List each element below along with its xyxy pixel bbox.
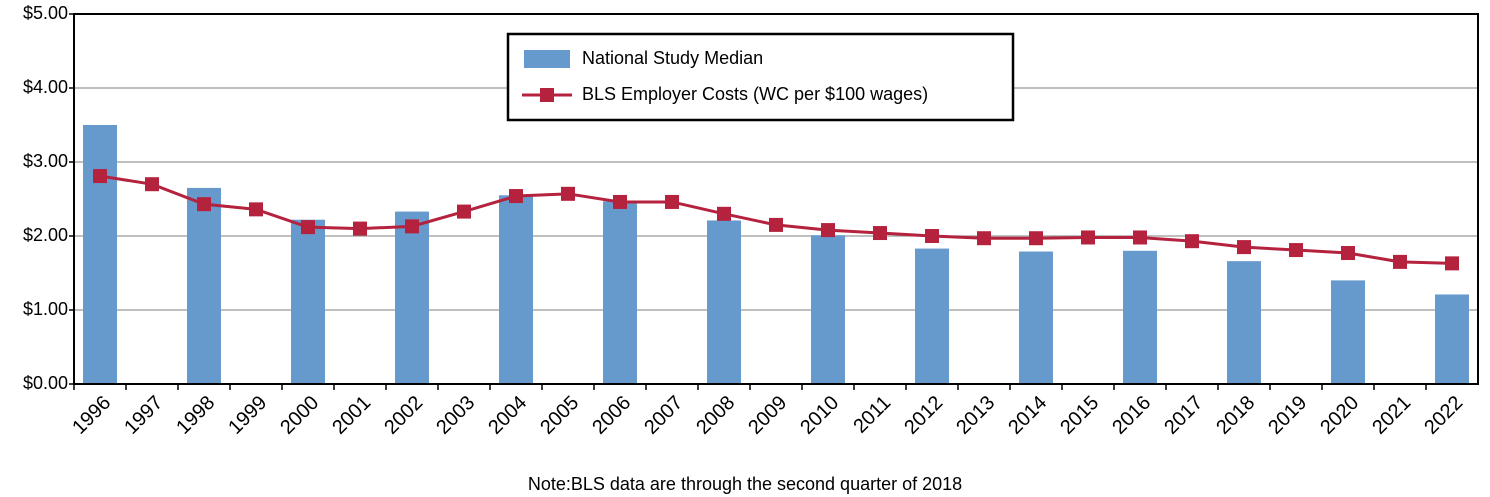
y-tick-label: $5.00 [23, 3, 68, 23]
x-tick-label: 2013 [952, 392, 999, 439]
x-tick-label: 2014 [1004, 392, 1051, 439]
marker [1341, 246, 1355, 261]
bar [291, 219, 325, 384]
x-tick-label: 2017 [1160, 392, 1207, 439]
bar [1019, 251, 1053, 384]
x-tick-label: 2020 [1316, 392, 1363, 439]
marker [1289, 243, 1303, 258]
bar [707, 220, 741, 384]
plot-frame [73, 13, 1479, 385]
x-tick-label: 2002 [380, 392, 427, 439]
x-tick-label: 1998 [172, 392, 219, 439]
legend-label: BLS Employer Costs (WC per $100 wages) [582, 84, 928, 104]
y-tick-label: $2.00 [23, 225, 68, 245]
marker [769, 217, 783, 232]
x-tick-label: 1997 [120, 392, 167, 439]
x-tick-label: 1999 [224, 392, 271, 439]
bar [915, 248, 949, 384]
marker [977, 231, 991, 246]
marker [613, 194, 627, 209]
x-tick-label: 2019 [1264, 392, 1311, 439]
x-tick-label: 2016 [1108, 392, 1155, 439]
x-tick-label: 2022 [1420, 392, 1467, 439]
bar [1227, 261, 1261, 384]
x-tick-label: 2018 [1212, 392, 1259, 439]
x-tick-label: 2008 [692, 392, 739, 439]
x-tick-label: 2010 [796, 392, 843, 439]
marker [1393, 254, 1407, 269]
x-tick-label: 2009 [744, 392, 791, 439]
chart-note: Note:BLS data are through the second qua… [528, 474, 962, 494]
marker [145, 177, 159, 192]
marker [717, 206, 731, 221]
legend-label: National Study Median [582, 48, 763, 68]
bar [395, 211, 429, 384]
legend-box [506, 32, 1015, 122]
marker [353, 221, 367, 236]
y-tick-label: $1.00 [23, 299, 68, 319]
marker [925, 229, 939, 243]
x-tick-label: 2000 [276, 392, 323, 439]
marker [93, 169, 107, 184]
y-tick-label: $3.00 [23, 151, 68, 171]
marker [197, 197, 211, 212]
y-tick-label: $4.00 [23, 77, 68, 97]
marker [457, 204, 471, 219]
legend-swatch [524, 50, 570, 68]
marker [1029, 231, 1043, 246]
x-tick-label: 2021 [1368, 392, 1415, 439]
x-tick-label: 2003 [432, 392, 479, 439]
legend-marker [540, 88, 554, 102]
bar [603, 201, 637, 384]
x-tick-label: 2006 [588, 392, 635, 439]
marker [405, 219, 419, 234]
x-tick-label: 1996 [68, 392, 115, 439]
bar [1331, 280, 1365, 384]
x-tick-label: 2015 [1056, 392, 1103, 439]
x-tick-label: 2001 [328, 392, 375, 439]
x-tick-label: 2007 [640, 392, 687, 439]
bar [83, 125, 117, 384]
bar [187, 187, 221, 384]
marker [1133, 230, 1147, 245]
marker [1445, 256, 1459, 271]
marker [301, 220, 315, 235]
x-tick-label: 2005 [536, 392, 583, 439]
x-tick-label: 2004 [484, 392, 531, 439]
marker [665, 194, 679, 209]
marker [1185, 234, 1199, 249]
marker [561, 186, 575, 201]
bar [499, 195, 533, 384]
marker [1081, 230, 1095, 245]
x-tick-label: 2011 [849, 392, 895, 438]
marker [821, 223, 835, 238]
y-tick-label: $0.00 [23, 373, 68, 393]
marker [1237, 240, 1251, 255]
bar [1435, 294, 1469, 384]
bar [811, 235, 845, 384]
marker [249, 202, 263, 217]
marker [509, 189, 523, 204]
marker [873, 226, 887, 241]
bar [1123, 250, 1157, 384]
x-tick-label: 2012 [900, 392, 947, 439]
